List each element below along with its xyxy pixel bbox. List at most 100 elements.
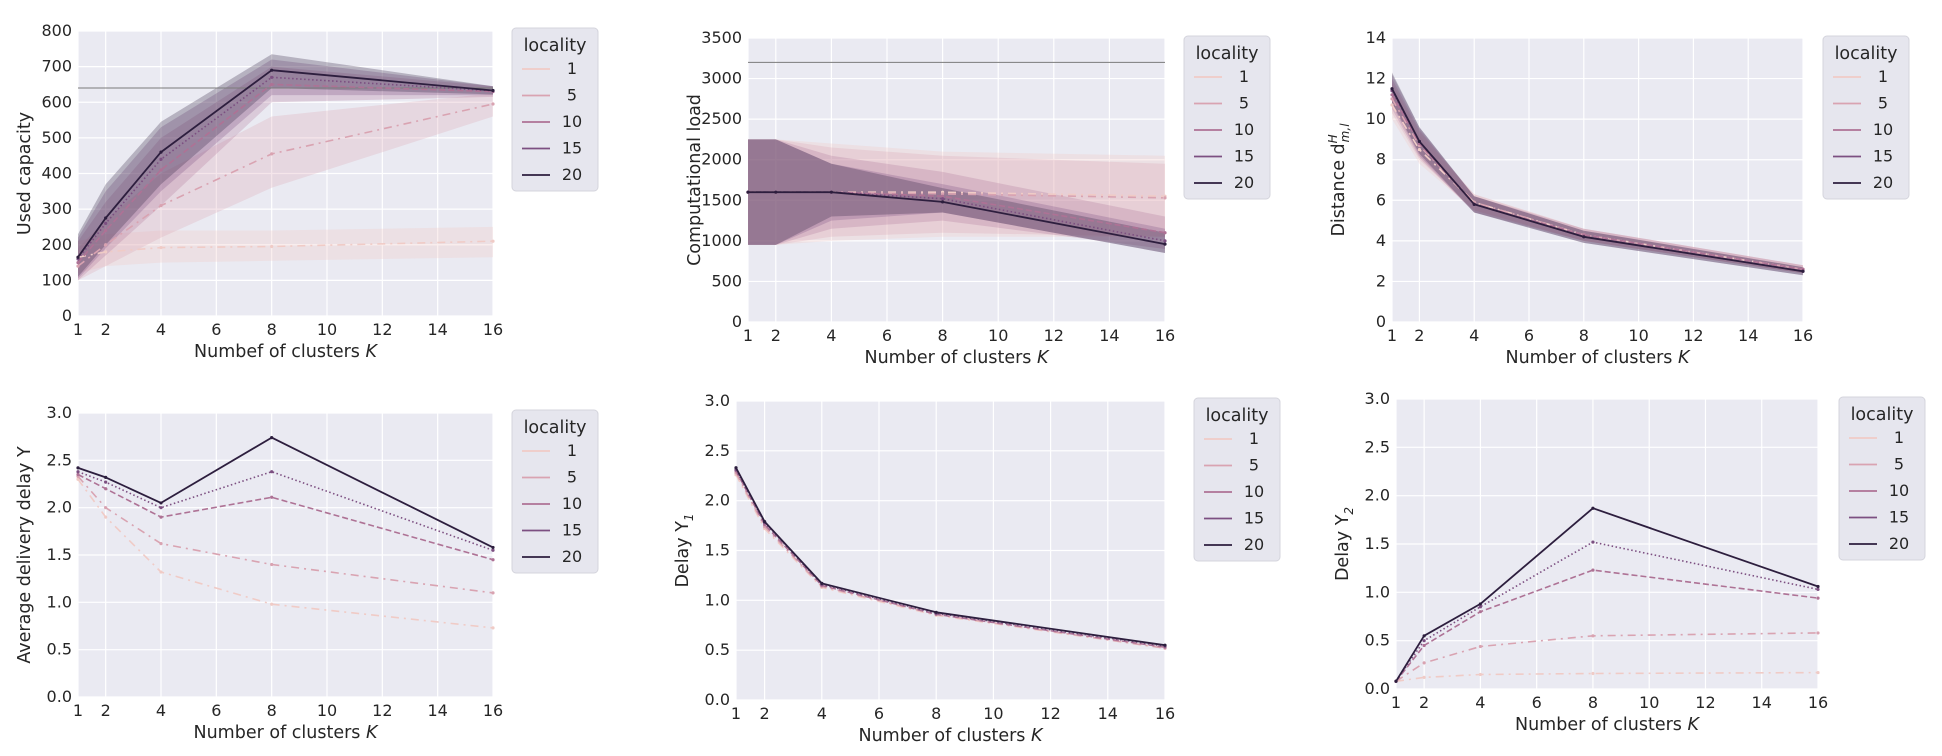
- data-point: [1591, 540, 1595, 544]
- x-tick-label: 16: [1808, 693, 1828, 712]
- y-tick-label: 300: [41, 199, 72, 218]
- y-tick-label: 1.0: [1365, 582, 1390, 601]
- data-point: [941, 194, 945, 198]
- data-point: [941, 200, 945, 204]
- x-tick-label: 10: [1628, 326, 1648, 345]
- y-tick-label: 2.0: [47, 498, 72, 517]
- legend-label-locality-20: 20: [562, 547, 582, 566]
- series-line-locality-15: [77, 470, 494, 552]
- data-point: [820, 581, 824, 585]
- confidence-band-locality-10: [748, 139, 1165, 249]
- data-point: [1591, 506, 1595, 510]
- legend-label-locality-10: 10: [1244, 482, 1264, 501]
- series-locality-20: [734, 466, 1167, 647]
- x-tick-label: 2: [1414, 326, 1424, 345]
- y-axis-label: Distance dHm,l: [1326, 123, 1352, 237]
- data-point: [941, 192, 945, 196]
- confidence-band-locality-20: [78, 54, 493, 277]
- data-point: [1163, 643, 1167, 647]
- x-tick-label: 14: [1752, 693, 1772, 712]
- legend-label-locality-5: 5: [567, 86, 577, 105]
- x-tick-label: 16: [483, 320, 503, 339]
- data-point: [1422, 643, 1426, 648]
- data-point: [1417, 147, 1421, 152]
- x-tick-label: 1: [1391, 693, 1401, 712]
- legend-label-locality-10: 10: [1234, 120, 1254, 139]
- data-point: [159, 168, 163, 172]
- data-point: [1816, 596, 1820, 600]
- data-point: [104, 243, 108, 247]
- x-tick-label: 2: [101, 701, 111, 720]
- data-point: [1816, 631, 1820, 635]
- data-point: [1163, 242, 1167, 246]
- data-point: [829, 190, 834, 194]
- y-tick-label: 2500: [701, 109, 742, 128]
- x-axis-label: Number of clusters K: [865, 348, 1051, 368]
- x-tick-label: 4: [826, 326, 836, 345]
- legend-label-locality-15: 15: [1889, 508, 1909, 527]
- y-tick-label: 400: [41, 164, 72, 183]
- data-point: [763, 519, 767, 524]
- data-point: [1478, 610, 1482, 614]
- y-tick-label: 0.5: [705, 640, 730, 659]
- data-point: [270, 470, 274, 474]
- data-point: [104, 506, 108, 510]
- x-tick-label: 1: [743, 326, 753, 345]
- x-tick-label: 16: [1155, 704, 1175, 723]
- data-point: [1478, 644, 1482, 649]
- data-point: [270, 244, 274, 249]
- series-locality-15: [76, 470, 495, 552]
- data-point: [1390, 93, 1394, 97]
- data-point: [159, 501, 163, 505]
- x-tick-label: 8: [931, 704, 941, 723]
- chart-panel-6: 1 2 4 6 8 10 12 14 160.00.51.01.52.02.53.0Number…: [1333, 389, 1926, 735]
- confidence-band-locality-20: [1392, 72, 1803, 276]
- legend-label-locality-1: 1: [567, 59, 577, 78]
- series-locality-10: [76, 472, 495, 562]
- x-axis-label: Numbef of clusters K: [194, 342, 378, 362]
- legend-label-locality-15: 15: [562, 139, 582, 158]
- data-point: [491, 558, 495, 562]
- x-tick-label: 16: [1793, 326, 1813, 345]
- series-locality-20: [1390, 87, 1805, 273]
- x-tick-label: 12: [1683, 326, 1703, 345]
- x-tick-label: 12: [1695, 693, 1715, 712]
- data-point: [1478, 602, 1482, 606]
- data-point: [1390, 103, 1394, 107]
- confidence-band-locality-1: [748, 139, 1165, 245]
- data-point: [104, 480, 108, 484]
- chart-panel-1: 1 2 4 6 8 10 12 14 160100200300400500600700800Nu…: [15, 21, 599, 362]
- data-point: [159, 506, 163, 510]
- confidence-band-locality-5: [1392, 82, 1803, 274]
- gridlines: [77, 30, 494, 317]
- gridlines: [735, 400, 1166, 701]
- data-point: [159, 515, 163, 519]
- data-point: [76, 264, 80, 268]
- data-point: [76, 255, 80, 259]
- x-tick-label: 10: [983, 704, 1003, 723]
- data-point: [159, 203, 163, 208]
- y-tick-label: 0: [1376, 312, 1386, 331]
- series-locality-20: [76, 436, 495, 550]
- y-tick-label: 100: [41, 270, 72, 289]
- x-tick-label: 2: [101, 320, 111, 339]
- gridlines: [747, 37, 1166, 323]
- y-tick-label: 3500: [701, 28, 742, 47]
- series-line-locality-1: [1391, 104, 1804, 271]
- data-point: [159, 150, 163, 154]
- data-point: [104, 487, 108, 491]
- data-point: [1591, 671, 1595, 676]
- data-point: [1591, 634, 1595, 638]
- series-locality-20: [76, 68, 495, 259]
- y-tick-label: 2.0: [705, 491, 730, 510]
- confidence-band-locality-5: [748, 139, 1165, 245]
- x-tick-label: 2: [1419, 693, 1429, 712]
- data-point: [159, 542, 163, 546]
- x-tick-label: 1: [1387, 326, 1397, 345]
- data-point: [270, 75, 274, 79]
- y-tick-label: 1.5: [1365, 534, 1390, 553]
- data-point: [1478, 605, 1482, 609]
- series-locality-5: [76, 474, 495, 595]
